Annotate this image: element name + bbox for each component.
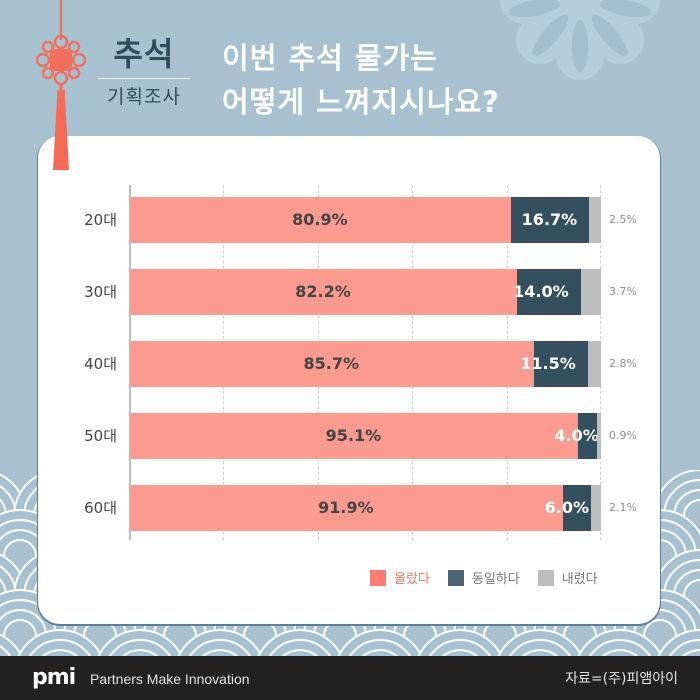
value-label-same: 14.0% bbox=[513, 282, 569, 301]
category-label: 50대 bbox=[84, 427, 117, 445]
footer-tagline: Partners Make Innovation bbox=[90, 671, 250, 687]
value-label-same: 16.7% bbox=[521, 210, 578, 229]
legend-swatch-up bbox=[370, 569, 386, 586]
bar-segment-up bbox=[129, 485, 563, 531]
pmi-logo: pmi bbox=[32, 665, 76, 690]
value-label-down: 2.5% bbox=[609, 213, 637, 226]
bar-row-20s: 20대 16.7% 80.9% 2.5% bbox=[84, 197, 637, 243]
stacked-bar-chart: 20대 16.7% 80.9% 2.5% 30대 14.0% 82.2% 3.7… bbox=[84, 185, 637, 540]
legend-item-up: 올랐다 bbox=[370, 568, 430, 587]
bar-segment-down bbox=[580, 269, 601, 315]
value-label-down: 0.9% bbox=[609, 429, 637, 442]
legend-item-down: 내렸다 bbox=[537, 568, 598, 587]
bar-row-30s: 30대 14.0% 82.2% 3.7% bbox=[84, 269, 637, 315]
value-label-up: 80.9% bbox=[292, 210, 348, 229]
bar-segment-same: 16.7% bbox=[510, 197, 590, 243]
legend-label-up: 올랐다 bbox=[394, 572, 430, 587]
footer-bar: pmi Partners Make Innovation 자료=(주)피앰아이 bbox=[0, 656, 700, 700]
value-label-same: 6.0% bbox=[544, 498, 590, 517]
title-line-1: 이번 추석 물가는 bbox=[222, 41, 438, 75]
bar-segment-down bbox=[587, 341, 601, 387]
legend-label-down: 내렸다 bbox=[561, 572, 598, 587]
page-title: 이번 추석 물가는 어떻게 느껴지시나요? bbox=[222, 36, 500, 124]
brand-title: 추석 bbox=[113, 35, 175, 73]
value-label-down: 2.8% bbox=[609, 357, 637, 370]
category-label: 30대 bbox=[84, 283, 117, 301]
value-label-down: 3.7% bbox=[609, 285, 637, 298]
category-label: 40대 bbox=[84, 355, 117, 373]
category-label: 60대 bbox=[84, 499, 117, 517]
data-source: 자료=(주)피앰아이 bbox=[565, 671, 678, 687]
brand-subtitle: 기획조사 bbox=[107, 86, 181, 108]
value-label-up: 82.2% bbox=[295, 282, 351, 301]
bar-segment-same: 11.5% bbox=[520, 341, 588, 387]
value-label-down: 2.1% bbox=[609, 501, 637, 514]
bar-row-40s: 40대 11.5% 85.7% 2.8% bbox=[84, 341, 637, 387]
bar-segment-down bbox=[596, 413, 601, 459]
value-label-same: 11.5% bbox=[520, 354, 576, 373]
bar-segment-up bbox=[129, 269, 517, 315]
brand-divider bbox=[98, 78, 190, 79]
legend-swatch-same bbox=[447, 569, 464, 586]
category-label: 20대 bbox=[84, 211, 117, 229]
legend-item-same: 동일하다 bbox=[447, 568, 520, 587]
bar-row-50s: 50대 4.0% 95.1% 0.9% bbox=[84, 413, 637, 459]
title-line-2: 어떻게 느껴지시나요? bbox=[222, 85, 501, 119]
flower-ornament-icon bbox=[500, 0, 660, 80]
value-label-up: 95.1% bbox=[325, 426, 382, 445]
value-label-up: 91.9% bbox=[318, 498, 374, 517]
legend-label-same: 동일하다 bbox=[471, 572, 520, 587]
bar-segment-up bbox=[129, 413, 578, 459]
korean-knot-ornament-icon bbox=[36, 0, 86, 170]
value-label-same: 4.0% bbox=[554, 426, 599, 445]
bar-segment-same: 14.0% bbox=[513, 269, 581, 315]
bar-segment-up bbox=[129, 197, 511, 243]
chart-legend: 올랐다 동일하다 내렸다 bbox=[370, 568, 598, 587]
bar-segment-same: 4.0% bbox=[554, 413, 599, 459]
bar-segment-down bbox=[591, 485, 601, 531]
bar-segment-down bbox=[589, 197, 601, 243]
bar-segment-up bbox=[129, 341, 534, 387]
value-label-up: 85.7% bbox=[303, 354, 359, 373]
legend-swatch-down bbox=[537, 569, 554, 586]
bar-segment-same: 6.0% bbox=[545, 485, 592, 531]
brand-block: 추석 기획조사 bbox=[98, 34, 190, 109]
bar-row-60s: 60대 6.0% 91.9% 2.1% bbox=[84, 485, 637, 531]
